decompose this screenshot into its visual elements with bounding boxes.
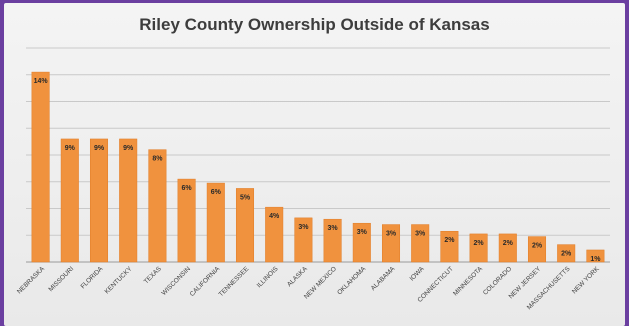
bar-texas [148, 149, 167, 263]
x-tick-label: FLORIDA [80, 265, 105, 290]
data-label: 14% [34, 78, 49, 85]
bar-kentucky [119, 138, 138, 263]
x-tick-label: ILLINOIS [256, 265, 280, 289]
bar-series [31, 71, 605, 263]
x-tick-label: MISSOURI [48, 265, 76, 293]
data-label: 6% [182, 185, 193, 192]
x-tick-label: COLORADO [482, 265, 513, 296]
bar-connecticut [440, 230, 459, 263]
bar-california [206, 182, 225, 263]
data-label: 3% [357, 229, 368, 236]
bar-chart: 14% 9% 9% 9% 8% 6% 6% 5% 4% 3% 3% 3% 3% 3% 2% 2% 2% 2% 2% 1… [16, 47, 610, 311]
bar-alabama [381, 224, 401, 263]
data-label: 1% [590, 256, 601, 263]
x-tick-label: NEW YORK [571, 265, 601, 295]
x-tick-label: OKLAHOMA [336, 265, 367, 296]
data-label: 2% [561, 251, 572, 258]
data-label: 8% [152, 156, 163, 163]
x-tick-label: NEBRASKA [16, 265, 46, 295]
bar-illinois [265, 206, 284, 263]
data-label: 2% [444, 237, 455, 244]
bar-tennessee [235, 188, 255, 263]
bar-wisconsin [177, 178, 196, 263]
grid-lines [26, 47, 610, 263]
bar-oklahoma [352, 222, 371, 263]
chart-title: Riley County Ownership Outside of Kansas [139, 15, 490, 34]
x-tick-label: IOWA [409, 265, 427, 283]
data-label: 6% [211, 189, 222, 196]
x-tick-label: KENTUCKY [104, 265, 134, 295]
bar-colorado [498, 233, 517, 263]
data-label: 2% [474, 240, 485, 247]
data-labels: 14% 9% 9% 9% 8% 6% 6% 5% 4% 3% 3% 3% 3% 3% 2% 2% 2% 2% 2% 1… [34, 78, 602, 263]
data-label: 9% [94, 145, 105, 152]
data-label: 4% [269, 213, 280, 220]
bar-iowa [411, 224, 430, 263]
x-tick-label: MINNESOTA [452, 265, 484, 297]
bar-new-jersey [527, 236, 547, 263]
bar-minnesota [469, 233, 488, 263]
bar-massachusetts [557, 244, 576, 263]
bar-missouri [60, 138, 79, 263]
data-label: 3% [328, 225, 339, 232]
bar-nebraska [31, 71, 50, 263]
bar-new-mexico [323, 218, 342, 263]
data-label: 3% [298, 224, 309, 231]
data-label: 9% [65, 145, 76, 152]
x-tick-label: ALABAMA [370, 265, 397, 292]
chart-frame: Riley County Ownership Outside of Kansas… [4, 3, 625, 326]
x-tick-label: TEXAS [143, 265, 163, 285]
bar-alaska [294, 217, 313, 263]
bar-florida [89, 138, 109, 263]
data-label: 2% [532, 243, 543, 250]
bar-new-york [586, 249, 605, 263]
data-label: 3% [386, 231, 397, 238]
data-label: 9% [123, 145, 134, 152]
x-tick-label: TENNESSEE [218, 265, 251, 298]
x-tick-label: ALASKA [286, 265, 309, 288]
x-tick-label: WISCONSIN [161, 265, 193, 297]
category-axis-labels: NEBRASKA MISSOURI FLORIDA KENTUCKY TEXASWISC… [16, 265, 601, 311]
data-label: 2% [503, 240, 514, 247]
data-label: 3% [415, 231, 426, 238]
data-label: 5% [240, 194, 251, 201]
